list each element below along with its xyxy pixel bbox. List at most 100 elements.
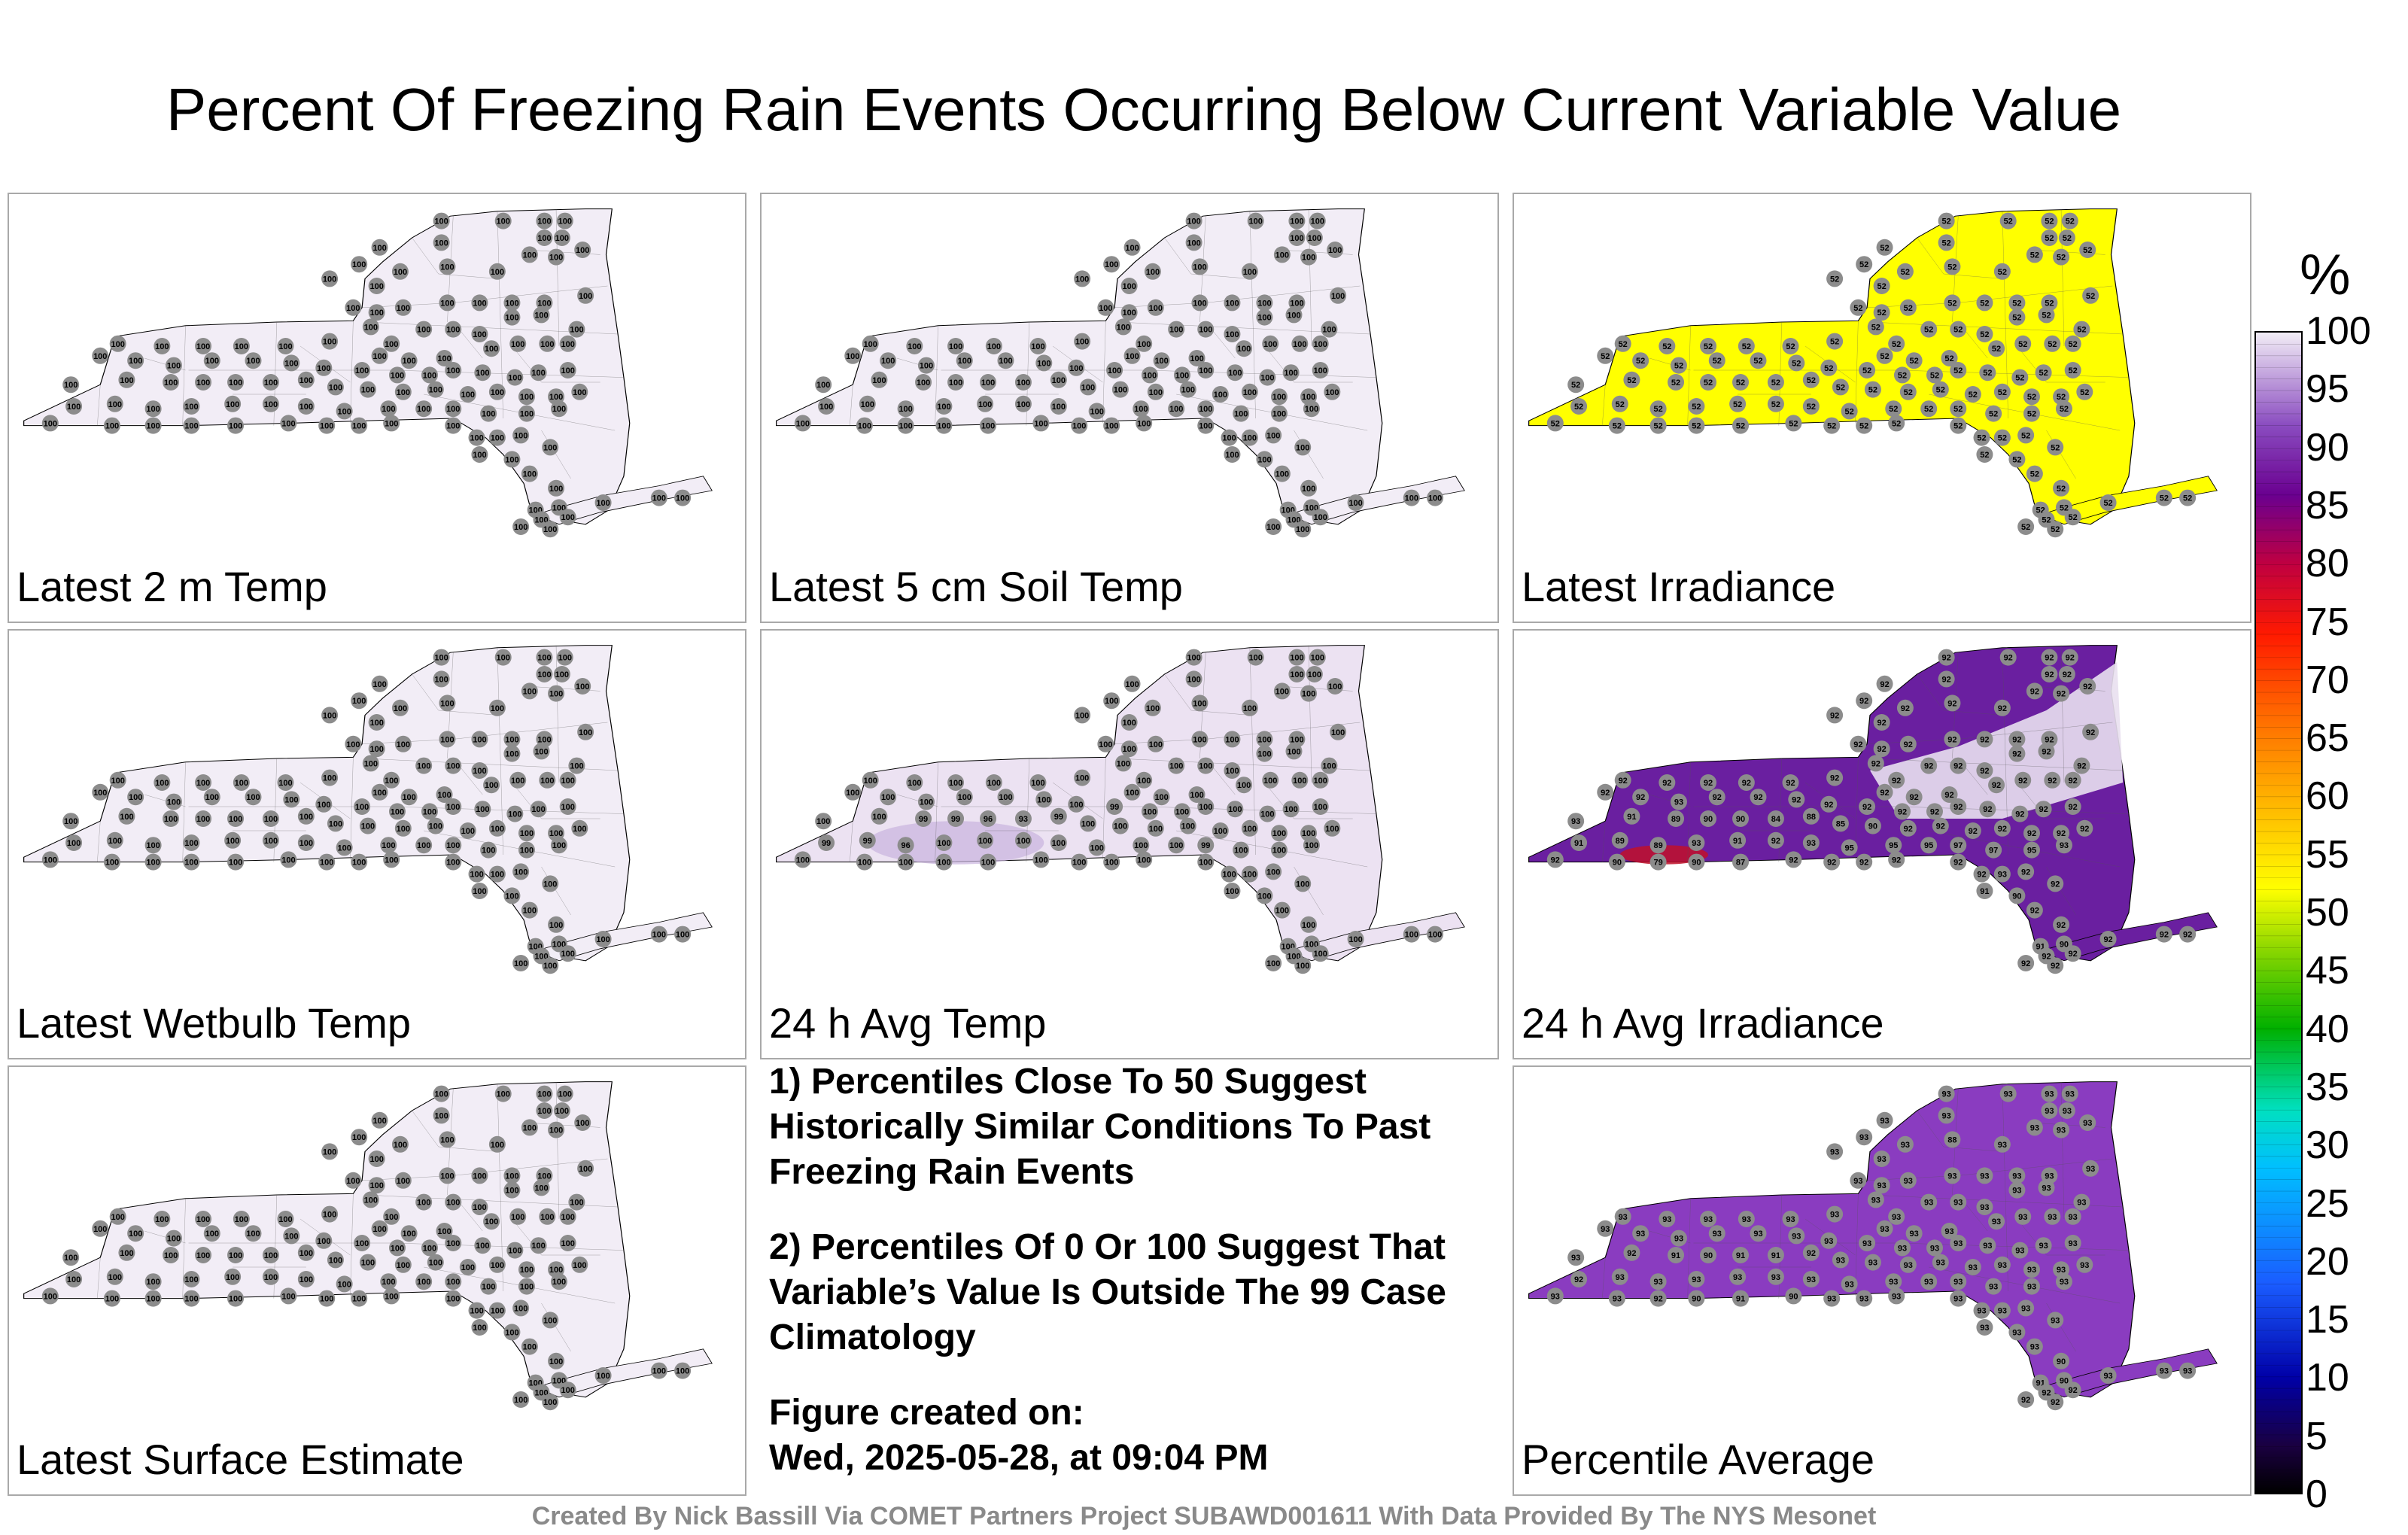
station-marker: [571, 819, 588, 837]
station-marker: [459, 386, 476, 403]
station-value: 52: [1944, 354, 1953, 363]
station-marker: [871, 807, 888, 825]
station-value: 100: [246, 357, 260, 366]
station-marker: [947, 810, 965, 827]
station-value: 90: [1736, 815, 1745, 824]
station-marker: [415, 321, 433, 338]
station-value: 100: [1287, 952, 1300, 961]
station-value: 79: [1653, 859, 1662, 868]
station-marker: [2038, 743, 2055, 760]
station-marker: [915, 810, 932, 827]
station-value: 92: [1771, 837, 1780, 846]
station-value: 100: [278, 1215, 292, 1224]
station-value: 99: [951, 815, 960, 824]
station-marker: [1300, 685, 1318, 702]
station-marker: [1197, 853, 1215, 871]
station-marker: [1820, 795, 1838, 813]
station-value: 100: [491, 388, 504, 397]
station-marker: [1330, 287, 1347, 304]
station-marker: [359, 1254, 376, 1271]
station-marker: [494, 212, 512, 229]
station-marker: [1873, 278, 1890, 294]
station-value: 100: [278, 342, 292, 351]
station-marker: [41, 1287, 59, 1305]
station-marker: [1035, 791, 1053, 808]
station-marker: [494, 1085, 512, 1102]
station-value: 52: [1827, 422, 1836, 431]
station-marker: [445, 1193, 462, 1211]
station-value: 100: [146, 1295, 160, 1304]
station-value: 100: [505, 750, 518, 759]
station-value: 92: [1871, 759, 1880, 768]
station-marker: [1032, 415, 1050, 432]
station-value: 100: [440, 263, 454, 272]
station-value: 92: [1627, 1249, 1636, 1258]
station-value: 100: [1243, 268, 1257, 277]
station-value: 52: [1859, 260, 1868, 269]
colorbar-tick-label: 70: [2306, 658, 2349, 702]
station-value: 52: [1736, 422, 1745, 431]
station-value: 100: [1228, 805, 1242, 814]
station-marker: [1306, 229, 1323, 246]
station-value: 100: [534, 515, 548, 524]
station-marker: [468, 865, 485, 883]
station-value: 100: [146, 422, 160, 431]
station-marker: [1944, 1167, 1961, 1184]
created-label: Figure created on:: [769, 1393, 1084, 1433]
station-value: 100: [1193, 735, 1206, 744]
station-marker: [1659, 774, 1676, 791]
station-marker: [336, 839, 353, 856]
station-value: 100: [796, 419, 810, 428]
station-marker: [1111, 381, 1129, 398]
station-marker: [394, 383, 412, 400]
station-value: 100: [369, 719, 383, 728]
county-line: [497, 1084, 503, 1292]
station-marker: [1347, 494, 1364, 511]
station-value: 100: [1325, 388, 1339, 397]
station-marker: [183, 1271, 200, 1287]
station-value: 100: [1114, 822, 1127, 831]
station-marker: [1993, 429, 2011, 446]
station-marker: [1950, 1235, 1967, 1251]
station-marker: [488, 865, 506, 883]
station-marker: [2047, 1394, 2064, 1411]
station-marker: [183, 853, 200, 871]
station-value: 93: [2012, 1328, 2021, 1337]
station-value: 92: [2045, 735, 2054, 744]
station-marker: [1999, 212, 2017, 229]
station-marker: [1153, 789, 1170, 806]
station-marker: [1932, 1254, 1949, 1271]
station-value: 52: [2051, 525, 2060, 534]
station-marker: [1993, 263, 2011, 280]
station-marker: [345, 1172, 362, 1189]
station-marker: [1832, 1251, 1849, 1269]
station-value: 100: [1134, 405, 1148, 414]
station-value: 100: [537, 234, 551, 243]
station-marker: [1932, 817, 1949, 834]
station-value: 52: [1892, 419, 1901, 428]
station-marker: [1944, 258, 1961, 275]
station-marker: [1111, 817, 1129, 834]
station-value: 100: [505, 892, 518, 901]
station-value: 100: [434, 239, 448, 248]
station-value: 100: [1257, 750, 1271, 759]
station-marker: [1088, 403, 1105, 420]
station-marker: [1262, 771, 1279, 789]
station-value: 100: [264, 837, 278, 846]
county-line: [412, 1110, 497, 1152]
station-marker: [1291, 771, 1309, 789]
station-value: 100: [1081, 819, 1095, 828]
station-value: 100: [1249, 654, 1263, 663]
station-value: 100: [523, 470, 537, 479]
station-marker: [521, 682, 538, 700]
station-marker: [433, 649, 450, 666]
station-value: 100: [816, 381, 830, 390]
station-marker: [935, 398, 953, 415]
station-value: 100: [1284, 369, 1297, 378]
station-value: 52: [1786, 342, 1795, 351]
station-value: 100: [491, 434, 504, 443]
station-value: 92: [1904, 740, 1913, 749]
station-value: 100: [264, 400, 278, 409]
station-value: 100: [417, 1278, 430, 1287]
station-marker: [1188, 350, 1206, 366]
